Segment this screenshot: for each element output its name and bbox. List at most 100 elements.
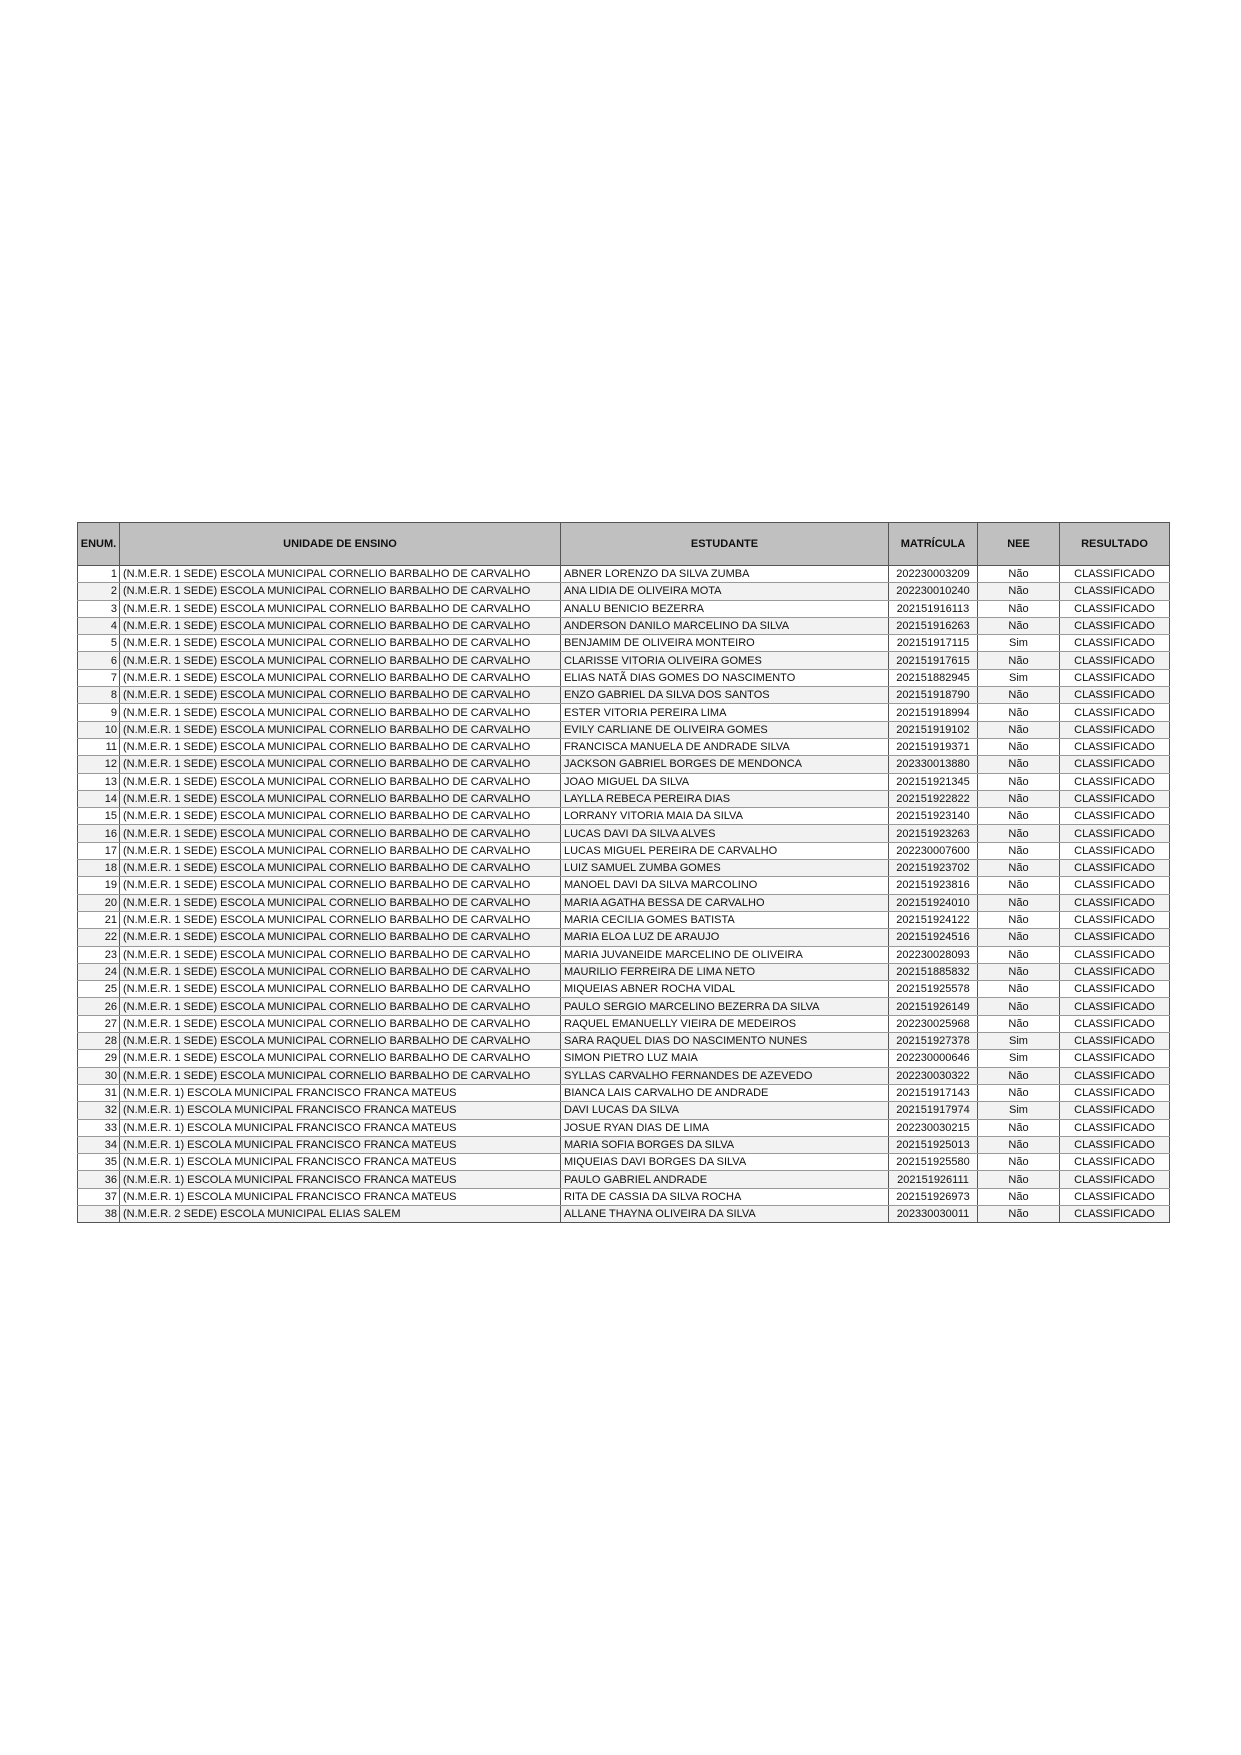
enum-cell: 29 [77, 1049, 120, 1068]
resultado-cell: CLASSIFICADO [1059, 963, 1170, 982]
matricula-cell: 202230007600 [888, 842, 978, 861]
table-row: 5 (N.M.E.R. 1 SEDE) ESCOLA MUNICIPAL CORN… [77, 634, 1170, 653]
matricula-cell: 202151926149 [888, 997, 978, 1016]
nee-cell: Não [977, 824, 1060, 843]
enum-cell: 17 [77, 842, 120, 861]
unidade-cell: (N.M.E.R. 1 SEDE) ESCOLA MUNICIPAL CORNE… [119, 980, 561, 999]
estudante-cell: MARIA JUVANEIDE MARCELINO DE OLIVEIRA [560, 946, 889, 964]
nee-cell: Não [977, 946, 1060, 964]
enum-cell: 18 [77, 859, 120, 878]
enum-cell: 32 [77, 1101, 120, 1120]
table-row: 16 (N.M.E.R. 1 SEDE) ESCOLA MUNICIPAL COR… [77, 824, 1170, 843]
enum-cell: 16 [77, 824, 120, 843]
estudante-cell: MIQUEIAS ABNER ROCHA VIDAL [560, 980, 889, 999]
resultado-cell: CLASSIFICADO [1059, 1119, 1170, 1137]
resultado-cell: CLASSIFICADO [1059, 600, 1170, 618]
unidade-cell: (N.M.E.R. 2 SEDE) ESCOLA MUNICIPAL ELIAS… [119, 1205, 561, 1224]
header-estudante: ESTUDANTE [560, 522, 889, 566]
enum-cell: 2 [77, 582, 120, 601]
resultado-cell: CLASSIFICADO [1059, 634, 1170, 653]
matricula-cell: 202151924516 [888, 928, 978, 947]
table-row: 31 (N.M.E.R. 1) ESCOLA MUNICIPAL FRANCISC… [77, 1084, 1170, 1103]
estudante-cell: BENJAMIM DE OLIVEIRA MONTEIRO [560, 634, 889, 653]
unidade-cell: (N.M.E.R. 1 SEDE) ESCOLA MUNICIPAL CORNE… [119, 928, 561, 947]
enum-cell: 10 [77, 721, 120, 739]
table-row: 6 (N.M.E.R. 1 SEDE) ESCOLA MUNICIPAL CORN… [77, 651, 1170, 670]
table-row: 3 (N.M.E.R. 1 SEDE) ESCOLA MUNICIPAL CORN… [77, 600, 1170, 618]
estudante-cell: LAYLLA REBECA PEREIRA DIAS [560, 790, 889, 809]
estudante-cell: ALLANE THAYNA OLIVEIRA DA SILVA [560, 1205, 889, 1224]
enum-cell: 38 [77, 1205, 120, 1224]
unidade-cell: (N.M.E.R. 1) ESCOLA MUNICIPAL FRANCISCO … [119, 1170, 561, 1189]
resultado-cell: CLASSIFICADO [1059, 911, 1170, 930]
nee-cell: Não [977, 721, 1060, 739]
enum-cell: 13 [77, 773, 120, 791]
resultado-cell: CLASSIFICADO [1059, 980, 1170, 999]
estudante-cell: FRANCISCA MANUELA DE ANDRADE SILVA [560, 738, 889, 757]
table-row: 36 (N.M.E.R. 1) ESCOLA MUNICIPAL FRANCISC… [77, 1170, 1170, 1189]
unidade-cell: (N.M.E.R. 1 SEDE) ESCOLA MUNICIPAL CORNE… [119, 859, 561, 878]
matricula-cell: 202151921345 [888, 773, 978, 791]
enum-cell: 27 [77, 1015, 120, 1034]
enum-cell: 7 [77, 669, 120, 688]
enum-cell: 5 [77, 634, 120, 653]
matricula-cell: 202230030215 [888, 1119, 978, 1137]
table-row: 17 (N.M.E.R. 1 SEDE) ESCOLA MUNICIPAL COR… [77, 842, 1170, 861]
estudante-cell: LUCAS DAVI DA SILVA ALVES [560, 824, 889, 843]
nee-cell: Não [977, 738, 1060, 757]
nee-cell: Não [977, 807, 1060, 826]
estudante-cell: BIANCA LAIS CARVALHO DE ANDRADE [560, 1084, 889, 1103]
estudante-cell: ESTER VITORIA PEREIRA LIMA [560, 703, 889, 722]
resultado-cell: CLASSIFICADO [1059, 651, 1170, 670]
resultado-cell: CLASSIFICADO [1059, 703, 1170, 722]
resultado-cell: CLASSIFICADO [1059, 1067, 1170, 1085]
resultado-cell: CLASSIFICADO [1059, 946, 1170, 964]
matricula-cell: 202151917974 [888, 1101, 978, 1120]
estudante-cell: MARIA SOFIA BORGES DA SILVA [560, 1136, 889, 1155]
nee-cell: Não [977, 1136, 1060, 1155]
nee-cell: Sim [977, 634, 1060, 653]
matricula-cell: 202151925578 [888, 980, 978, 999]
table-row: 38 (N.M.E.R. 2 SEDE) ESCOLA MUNICIPAL ELI… [77, 1205, 1170, 1224]
enum-cell: 6 [77, 651, 120, 670]
matricula-cell: 202151924122 [888, 911, 978, 930]
matricula-cell: 202230028093 [888, 946, 978, 964]
estudante-cell: PAULO GABRIEL ANDRADE [560, 1170, 889, 1189]
estudante-cell: ABNER LORENZO DA SILVA ZUMBA [560, 565, 889, 584]
unidade-cell: (N.M.E.R. 1 SEDE) ESCOLA MUNICIPAL CORNE… [119, 600, 561, 618]
matricula-cell: 202151923263 [888, 824, 978, 843]
estudante-cell: ELIAS NATÃ DIAS GOMES DO NASCIMENTO [560, 669, 889, 688]
table-row: 1 (N.M.E.R. 1 SEDE) ESCOLA MUNICIPAL CORN… [77, 565, 1170, 584]
nee-cell: Não [977, 582, 1060, 601]
matricula-cell: 202151917615 [888, 651, 978, 670]
resultado-cell: CLASSIFICADO [1059, 1101, 1170, 1120]
estudante-cell: SIMON PIETRO LUZ MAIA [560, 1049, 889, 1068]
table-row: 30 (N.M.E.R. 1 SEDE) ESCOLA MUNICIPAL COR… [77, 1067, 1170, 1085]
enum-cell: 8 [77, 686, 120, 705]
resultado-cell: CLASSIFICADO [1059, 1153, 1170, 1172]
estudante-cell: DAVI LUCAS DA SILVA [560, 1101, 889, 1120]
nee-cell: Não [977, 703, 1060, 722]
nee-cell: Não [977, 790, 1060, 809]
unidade-cell: (N.M.E.R. 1 SEDE) ESCOLA MUNICIPAL CORNE… [119, 703, 561, 722]
matricula-cell: 202151923140 [888, 807, 978, 826]
matricula-cell: 202230010240 [888, 582, 978, 601]
table-row: 7 (N.M.E.R. 1 SEDE) ESCOLA MUNICIPAL CORN… [77, 669, 1170, 688]
table-row: 8 (N.M.E.R. 1 SEDE) ESCOLA MUNICIPAL CORN… [77, 686, 1170, 705]
matricula-cell: 202230003209 [888, 565, 978, 584]
table-row: 28 (N.M.E.R. 1 SEDE) ESCOLA MUNICIPAL COR… [77, 1032, 1170, 1051]
estudante-cell: ANDERSON DANILO MARCELINO DA SILVA [560, 617, 889, 636]
unidade-cell: (N.M.E.R. 1 SEDE) ESCOLA MUNICIPAL CORNE… [119, 824, 561, 843]
table-row: 27 (N.M.E.R. 1 SEDE) ESCOLA MUNICIPAL COR… [77, 1015, 1170, 1034]
resultado-cell: CLASSIFICADO [1059, 773, 1170, 791]
estudante-cell: JOSUE RYAN DIAS DE LIMA [560, 1119, 889, 1137]
estudante-cell: MARIA CECILIA GOMES BATISTA [560, 911, 889, 930]
unidade-cell: (N.M.E.R. 1 SEDE) ESCOLA MUNICIPAL CORNE… [119, 1049, 561, 1068]
unidade-cell: (N.M.E.R. 1 SEDE) ESCOLA MUNICIPAL CORNE… [119, 721, 561, 739]
unidade-cell: (N.M.E.R. 1 SEDE) ESCOLA MUNICIPAL CORNE… [119, 1015, 561, 1034]
resultado-cell: CLASSIFICADO [1059, 721, 1170, 739]
enum-cell: 15 [77, 807, 120, 826]
resultado-cell: CLASSIFICADO [1059, 1084, 1170, 1103]
unidade-cell: (N.M.E.R. 1 SEDE) ESCOLA MUNICIPAL CORNE… [119, 582, 561, 601]
resultado-cell: CLASSIFICADO [1059, 807, 1170, 826]
